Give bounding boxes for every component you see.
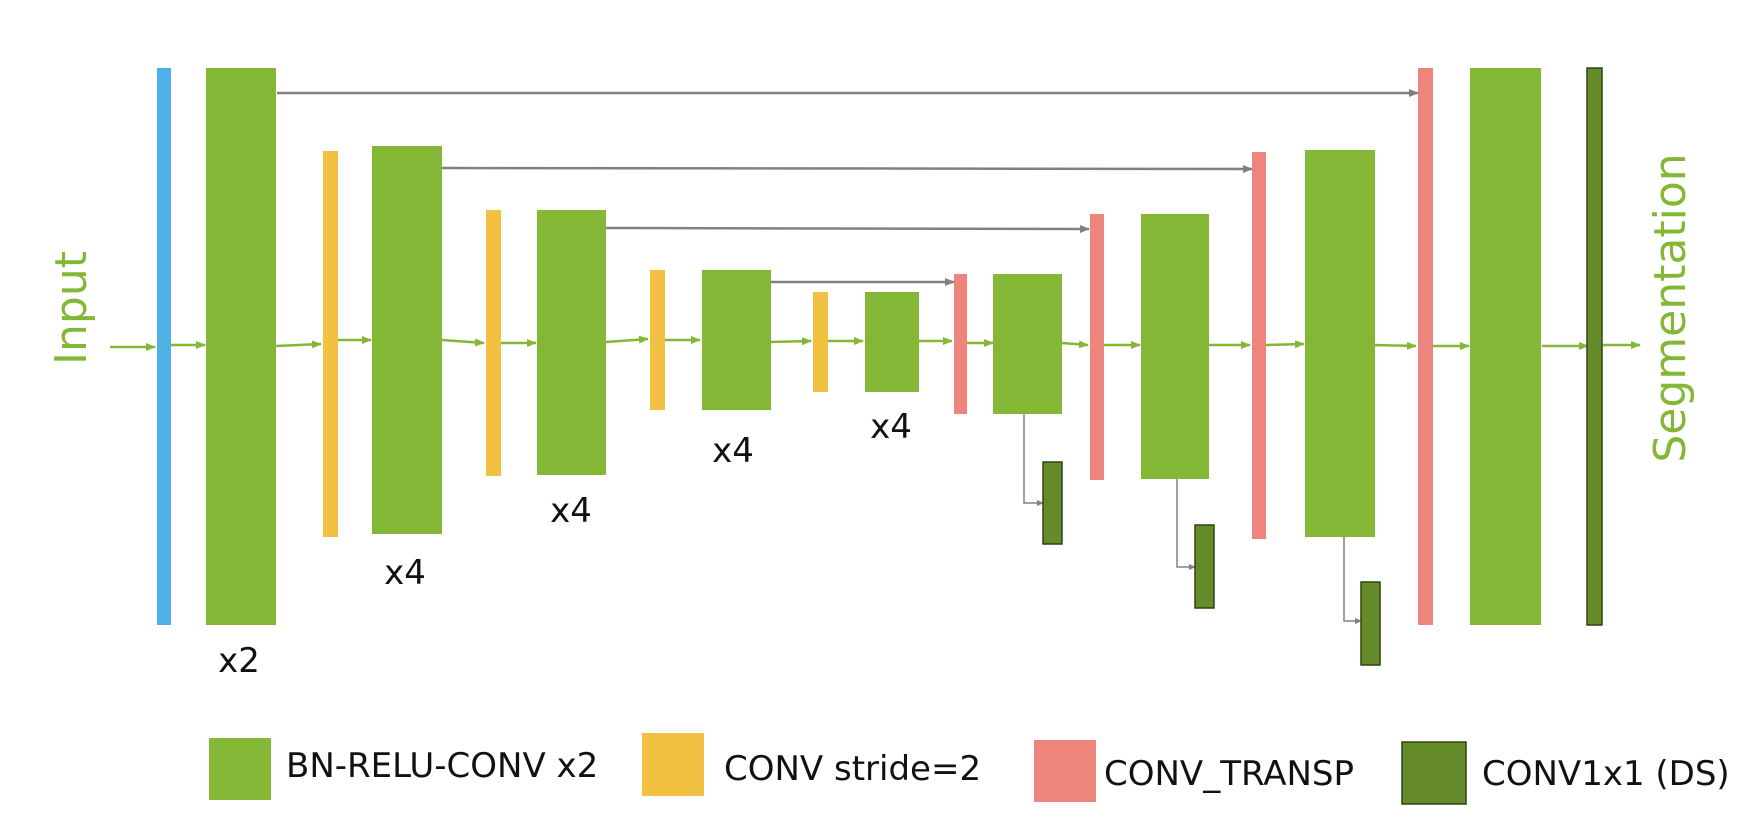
- legend-item-conv-stride: CONV stride=2: [642, 733, 981, 796]
- input-label: Input: [46, 251, 97, 365]
- conv-stride-block: [650, 270, 665, 410]
- conv-stride-block: [813, 292, 828, 392]
- legend-swatch: [209, 738, 271, 800]
- bn-relu-conv-block: [993, 274, 1062, 414]
- legend-swatch: [1401, 741, 1467, 805]
- flow-arrow: [441, 338, 485, 347]
- bn-relu-conv-block: [1305, 150, 1375, 537]
- legend-label: BN-RELU-CONV x2: [286, 746, 598, 786]
- legend-item-conv1x1: CONV1x1 (DS): [1401, 741, 1730, 805]
- bn-relu-conv-block: [702, 270, 771, 410]
- conv1x1-ds-block: [1586, 67, 1603, 626]
- bn-relu-conv-block: [537, 210, 606, 475]
- conv-stride-block: [323, 151, 338, 537]
- legend-item-bn-relu-conv: BN-RELU-CONV x2: [209, 738, 598, 800]
- segmentation-label: Segmentation: [1645, 153, 1696, 462]
- repeat-label: x4: [384, 553, 426, 593]
- ds-branch-3: [1343, 537, 1362, 624]
- conv-transp-block: [1252, 152, 1266, 539]
- flow-arrow: [1373, 341, 1417, 350]
- legend: BN-RELU-CONV x2 CONV stride=2 CONV_TRANS…: [209, 733, 1730, 805]
- skip-arrow-2: [441, 164, 1253, 173]
- repeat-label: x4: [712, 431, 754, 471]
- flow-arrow: [605, 335, 649, 344]
- bn-relu-conv-block: [1141, 214, 1209, 479]
- repeat-label: x4: [550, 491, 592, 531]
- legend-item-conv-transp: CONV_TRANSP: [1034, 740, 1354, 802]
- conv-stride-block: [486, 210, 501, 476]
- flow-arrow: [770, 337, 812, 346]
- bn-relu-conv-block: [865, 292, 919, 392]
- conv1x1-ds-block: [1360, 581, 1381, 666]
- ds-branch-1: [1023, 414, 1044, 506]
- legend-label: CONV stride=2: [724, 749, 981, 789]
- flow-arrows: [110, 335, 1641, 351]
- flow-arrow: [1264, 340, 1305, 349]
- repeat-label: x2: [218, 641, 260, 681]
- bn-relu-conv-block: [1470, 68, 1541, 625]
- input-block: [157, 68, 171, 625]
- conv-transp-block: [1418, 68, 1433, 625]
- conv-transp-block: [954, 274, 967, 414]
- conv1x1-ds-block: [1042, 461, 1063, 545]
- bn-relu-conv-block: [372, 146, 442, 534]
- legend-label: CONV_TRANSP: [1104, 754, 1354, 794]
- legend-swatch: [642, 733, 704, 796]
- legend-label: CONV1x1 (DS): [1482, 754, 1730, 794]
- bn-relu-conv-block: [206, 68, 276, 625]
- flow-arrow: [275, 340, 322, 349]
- skip-arrow-3: [605, 224, 1090, 233]
- conv1x1-ds-block: [1194, 524, 1215, 609]
- skip-connections: [277, 89, 1419, 286]
- ds-branch-2: [1176, 479, 1196, 570]
- legend-swatch: [1034, 740, 1096, 802]
- repeat-labels: x2 x4 x4 x4 x4: [218, 407, 912, 681]
- ds-branches: [1023, 414, 1362, 624]
- decoder: [954, 67, 1603, 666]
- repeat-label: x4: [870, 407, 912, 447]
- flow-arrow: [1061, 340, 1089, 349]
- conv-transp-block: [1090, 214, 1104, 480]
- encoder: [157, 68, 919, 625]
